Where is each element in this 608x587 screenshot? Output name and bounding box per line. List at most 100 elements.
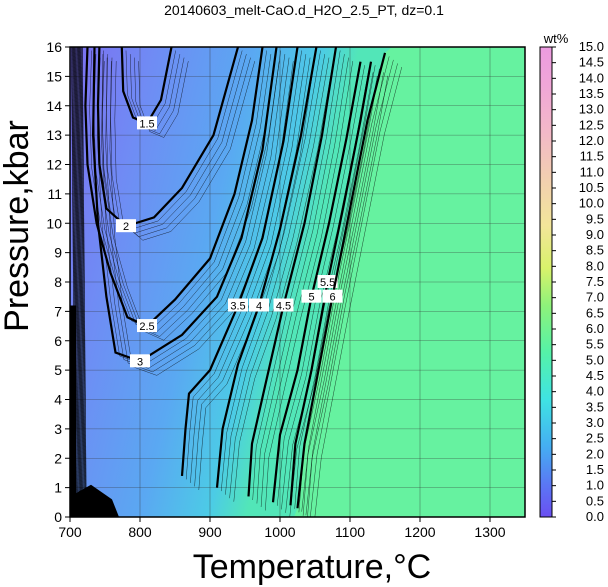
colorbar-tick-label: 9.5: [586, 211, 604, 226]
contour-label: 3.5: [228, 298, 248, 313]
y-tick-label: 13: [46, 127, 62, 143]
y-tick-label: 11: [47, 186, 62, 202]
edge-blob: [70, 305, 76, 517]
contour-label: 3: [130, 354, 150, 368]
contour-line-minor: [289, 75, 378, 517]
colorbar-ticks: 0.00.51.01.52.02.53.03.54.04.55.05.56.06…: [552, 39, 604, 524]
y-tick-label: 6: [54, 333, 62, 349]
x-axis-title: Temperature,°C: [193, 548, 431, 586]
colorbar-tick-label: 1.5: [586, 462, 604, 477]
contour-line-minor: [101, 61, 280, 341]
contour-label-text: 3: [137, 356, 143, 368]
contour-label-text: 4.5: [276, 301, 291, 313]
colorbar-tick-label: 3.0: [586, 415, 604, 430]
x-tick-label: 1300: [474, 524, 505, 540]
contour-line-minor: [190, 54, 307, 483]
grid: [70, 47, 525, 517]
contour-label-text: 1.5: [139, 118, 154, 130]
contour-label-bg: [301, 289, 322, 303]
contour-line-minor: [305, 59, 394, 516]
edge-line: [77, 47, 83, 517]
contour-line-minor: [256, 54, 345, 504]
contour-label-text: 4: [256, 301, 262, 313]
contour-label-bg: [317, 275, 338, 288]
contour-line-minor: [114, 61, 256, 241]
contour-line-minor: [314, 66, 403, 517]
left-edge-artifacts: [70, 47, 119, 517]
x-tick-label: 1000: [264, 524, 295, 540]
contour-label: 5: [301, 289, 322, 304]
colorbar-tick-label: 2.0: [586, 446, 604, 461]
edge-line: [80, 47, 85, 517]
y-tick-label: 10: [46, 215, 62, 231]
colorbar-tick-label: 5.0: [586, 352, 604, 367]
edge-line: [81, 47, 86, 517]
colorbar-tick-label: 3.5: [586, 399, 604, 414]
contour-label-text: 2.5: [139, 321, 154, 333]
contour-lines: 1.5 2 2.5 3 3.5 4 4.5 5 5.5 6: [84, 47, 403, 517]
colorbar-tick-label: 9.0: [586, 227, 604, 242]
y-axis-title: Pressure,kbar: [0, 120, 36, 332]
y-tick-label: 12: [46, 157, 62, 173]
contour-label: 1.5: [137, 116, 157, 130]
contour-label: 5.5: [317, 275, 338, 289]
contour-line-minor: [260, 57, 349, 508]
contour-label: 4: [249, 298, 269, 313]
y-tick-label: 0: [54, 509, 62, 525]
x-tick-label: 800: [128, 524, 152, 540]
colorbar-tick-label: 13.5: [579, 86, 604, 101]
edge-line: [71, 47, 76, 517]
contour-label: 2.5: [137, 319, 157, 333]
colorbar-tick-label: 14.5: [579, 55, 604, 70]
contour-label-bg: [249, 298, 269, 312]
contour-line-minor: [265, 61, 354, 511]
colorbar-tick-label: 1.0: [586, 478, 604, 493]
colorbar-tick-label: 13.0: [579, 102, 604, 117]
y-tick-label: 16: [46, 39, 62, 55]
colorbar-tick-label: 7.5: [586, 274, 604, 289]
contour-line-minor: [198, 61, 315, 491]
colorbar-tick-label: 6.0: [586, 321, 604, 336]
contour-label-bg: [137, 116, 157, 130]
x-tick-label: 900: [198, 524, 222, 540]
y-tick-label: 15: [46, 68, 62, 84]
contour-label: 4.5: [273, 298, 294, 313]
colorbar-tick-label: 4.5: [586, 368, 604, 383]
contour-label-bg: [322, 289, 343, 303]
colorbar-title: wt%: [543, 31, 569, 46]
contour-line-minor: [225, 54, 326, 495]
colorbar-tick-label: 2.5: [586, 431, 604, 446]
x-axis-ticks: 700 800 900 1000 1100 1200 1300: [58, 517, 506, 540]
contour-label-bg: [130, 354, 150, 368]
contour-line-minor: [101, 54, 286, 369]
contour-line-minor: [310, 63, 398, 517]
contour-line-minor: [134, 57, 185, 135]
contour-label-text: 6: [329, 292, 335, 304]
y-tick-label: 8: [54, 274, 62, 290]
x-tick-label: 700: [58, 524, 82, 540]
colorbar-tick-label: 4.0: [586, 384, 604, 399]
colorbar-tick-label: 7.0: [586, 290, 604, 305]
colorbar-tick-label: 0.0: [586, 509, 604, 524]
edge-line: [71, 47, 77, 517]
colorbar-tick-label: 11.0: [580, 164, 604, 179]
colorbar-tick-label: 14.0: [579, 70, 604, 85]
contour-line-minor: [105, 57, 290, 373]
x-tick-label: 1200: [404, 524, 435, 540]
colorbar-tick-label: 12.0: [579, 133, 604, 148]
contour-label: 6: [322, 289, 343, 304]
y-tick-label: 4: [54, 392, 62, 408]
colorbar-tick-label: 10.0: [579, 196, 604, 211]
edge-line: [82, 47, 87, 517]
contour-label-text: 3.5: [230, 301, 245, 313]
y-tick-label: 3: [54, 421, 62, 437]
plot-area: 1.522.533.5 4 4.555.56 700 800 900 1000 1100 12…: [46, 39, 526, 540]
contour-line-minor: [138, 61, 189, 138]
y-tick-label: 1: [54, 480, 62, 496]
colorbar-tick-label: 15.0: [579, 39, 604, 54]
contour-label-bg: [228, 298, 248, 312]
x-tick-label: 1100: [335, 524, 365, 540]
contour-label: 2: [116, 219, 136, 233]
